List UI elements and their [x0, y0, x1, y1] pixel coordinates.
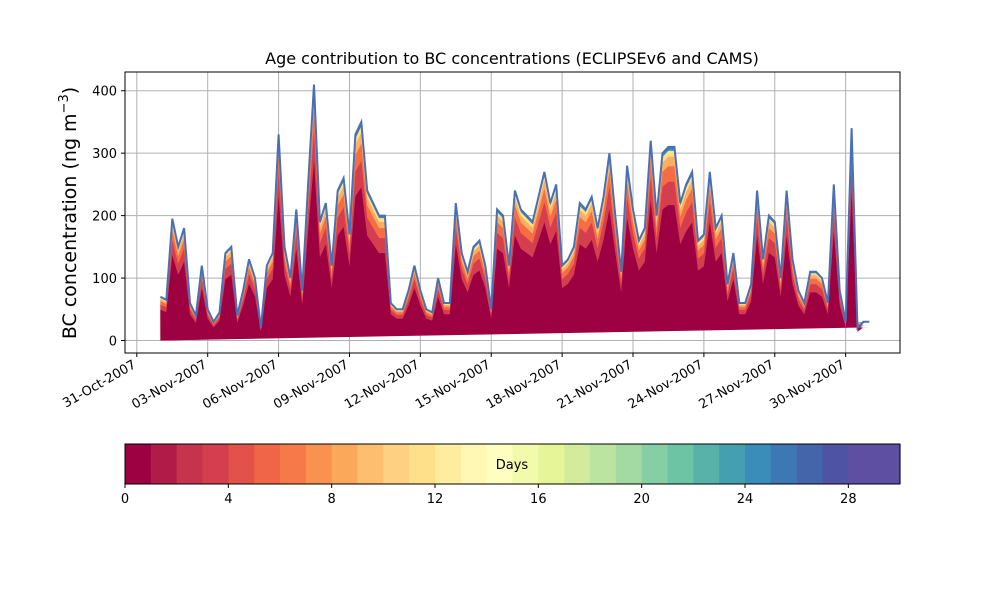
y-tick-label: 400 [92, 85, 117, 100]
plot-frame [124, 71, 901, 354]
colorbar-cell [874, 444, 901, 484]
chart-title: Age contribution to BC concentrations (E… [265, 49, 759, 68]
colorbar-cell [357, 444, 384, 484]
colorbar-cell [564, 444, 591, 484]
colorbar-cell [228, 444, 255, 484]
colorbar-tick-label: 4 [224, 492, 232, 507]
colorbar: Days 0 4 8 12 16 20 24 28 [121, 443, 901, 507]
x-tick-label: 30-Nov-2007 [767, 357, 847, 412]
y-tick-label: 200 [92, 210, 117, 225]
colorbar-cell [409, 444, 436, 484]
colorbar-cell [202, 444, 229, 484]
age-areas [159, 84, 870, 341]
colorbar-cell [125, 444, 152, 484]
colorbar-tick-label: 8 [328, 492, 336, 507]
colorbar-cell [719, 444, 746, 484]
colorbar-cell [615, 444, 643, 484]
colorbar-label: Days [496, 458, 529, 473]
colorbar-tick-label: 12 [427, 492, 444, 507]
colorbar-tick-label: 20 [633, 492, 650, 507]
colorbar-tick-label: 28 [840, 492, 857, 507]
y-tick-label: 0 [109, 335, 117, 350]
colorbar-tick-label: 16 [530, 492, 547, 507]
colorbar-frame [124, 443, 901, 485]
x-tick-label: 31-Oct-2007 [60, 357, 138, 411]
x-tick-label: 06-Nov-2007 [200, 357, 280, 412]
colorbar-cell [254, 444, 281, 484]
x-tick-label: 03-Nov-2007 [129, 357, 209, 412]
colorbar-cell [305, 444, 333, 484]
colorbar-cell [822, 444, 849, 484]
colorbar-cell [331, 444, 359, 484]
colorbar-cell [745, 444, 772, 484]
plot-area [124, 71, 901, 354]
y-tick-label: 300 [92, 147, 117, 162]
y-axis-label-main: BC concentration (ng m [59, 113, 81, 339]
colorbar-cell [538, 444, 565, 484]
colorbar-cell [796, 444, 824, 484]
colorbar-cells [125, 444, 901, 484]
x-tick-label: 12-Nov-2007 [342, 357, 422, 412]
colorbar-cell [848, 444, 875, 484]
colorbar-cell [590, 444, 617, 484]
colorbar-ticks: 0 4 8 12 16 20 24 28 [121, 484, 857, 507]
x-tick-label: 21-Nov-2007 [555, 357, 635, 412]
y-axis-label-superscript: −3 [57, 94, 72, 113]
colorbar-cell [435, 444, 462, 484]
colorbar-cell [693, 444, 720, 484]
x-tick-label: 09-Nov-2007 [271, 357, 351, 412]
colorbar-cell [770, 444, 798, 484]
x-tick-label: 27-Nov-2007 [696, 357, 776, 412]
age-band-area [160, 161, 870, 341]
colorbar-cell [641, 444, 669, 484]
x-tick-label: 15-Nov-2007 [413, 357, 493, 412]
colorbar-cell [460, 444, 488, 484]
x-tick-label: 24-Nov-2007 [626, 357, 706, 412]
colorbar-cell [667, 444, 694, 484]
colorbar-cell [486, 444, 514, 484]
colorbar-tick-label: 24 [737, 492, 754, 507]
colorbar-cell [176, 444, 204, 484]
y-axis-label-close: ) [59, 87, 81, 94]
x-tick-label: 18-Nov-2007 [484, 357, 564, 412]
colorbar-cell [280, 444, 307, 484]
y-axis: 0 100 200 300 400 [92, 85, 125, 350]
total-concentration-line [159, 84, 870, 331]
colorbar-cell [383, 444, 410, 484]
y-axis-label: BC concentration (ng m−3) [57, 87, 81, 339]
y-tick-label: 100 [92, 272, 117, 287]
colorbar-cell [512, 444, 539, 484]
x-axis: 31-Oct-200703-Nov-200706-Nov-200709-Nov-… [60, 353, 848, 412]
colorbar-cell [150, 444, 178, 484]
colorbar-tick-label: 0 [121, 492, 129, 507]
